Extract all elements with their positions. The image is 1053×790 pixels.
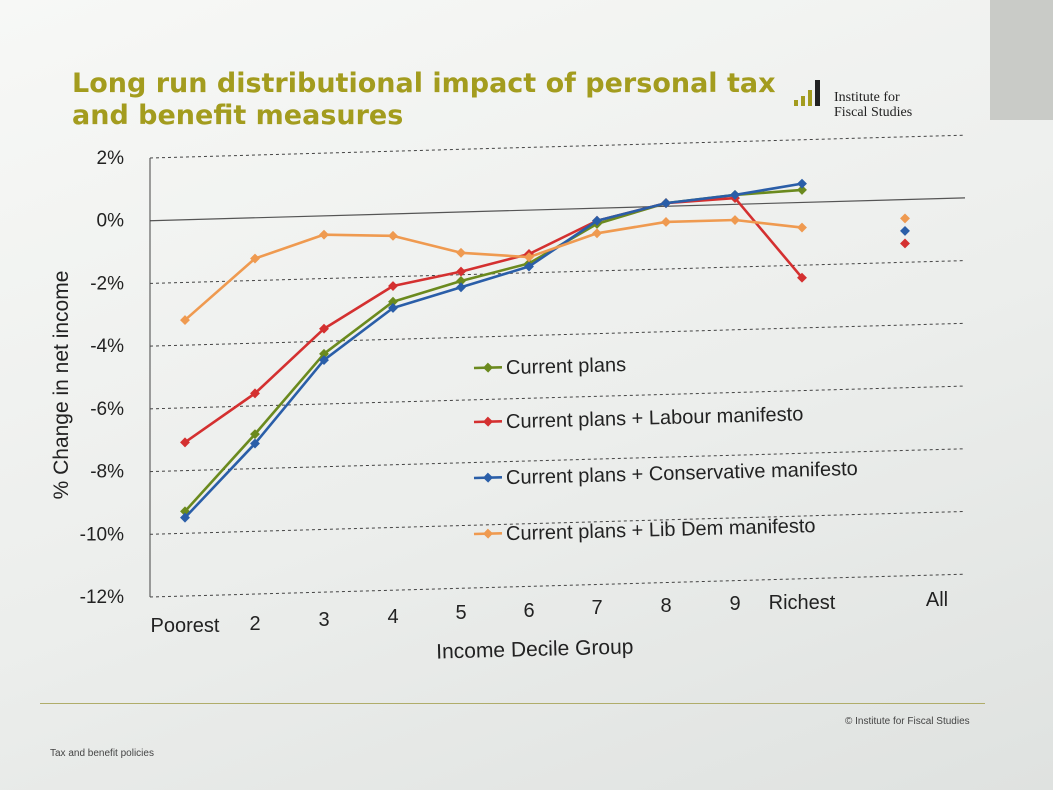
data-point-marker	[592, 228, 602, 239]
copyright-text: © Institute for Fiscal Studies	[845, 716, 970, 727]
all-group-marker	[900, 225, 910, 236]
data-point-marker	[661, 216, 671, 227]
y-tick-label: 0%	[97, 211, 125, 232]
series-line	[184, 196, 803, 444]
legend-swatch-marker	[483, 528, 493, 539]
all-group-marker	[900, 213, 910, 224]
data-point-marker	[319, 355, 329, 366]
all-group-marker	[900, 238, 910, 249]
x-tick-label: All	[926, 589, 948, 611]
x-tick-label: 6	[523, 600, 534, 622]
data-point-marker	[319, 229, 329, 240]
data-point-marker	[524, 252, 534, 263]
y-tick-label: -12%	[80, 587, 124, 608]
data-point-marker	[730, 189, 740, 200]
y-tick-label: -8%	[90, 462, 124, 483]
gridline	[149, 510, 966, 535]
legend-label: Current plans + Conservative manifesto	[506, 458, 858, 489]
x-tick-label: 3	[318, 609, 329, 631]
data-point-marker	[730, 215, 740, 225]
data-point-marker	[797, 178, 807, 189]
ifs-logo: Institute for Fiscal Studies	[792, 74, 952, 124]
x-tick-label: 2	[249, 613, 260, 635]
data-point-marker	[180, 512, 190, 523]
logo-bars-icon	[794, 80, 820, 106]
series-line	[184, 182, 803, 519]
data-point-marker	[180, 437, 190, 448]
x-tick-label: 7	[591, 597, 602, 619]
data-point-marker	[592, 215, 602, 226]
data-point-marker	[456, 266, 466, 277]
data-point-marker	[797, 184, 807, 195]
legend-entry: Current plans + Lib Dem manifesto	[473, 515, 816, 545]
y-tick-label: -4%	[90, 336, 124, 357]
x-tick-label: Richest	[769, 592, 836, 614]
y-tick-label: -10%	[80, 524, 124, 545]
legend-entry: Current plans	[473, 354, 627, 379]
background-paper	[990, 0, 1053, 120]
data-point-marker	[250, 438, 260, 449]
legend-entry: Current plans + Conservative manifesto	[473, 458, 858, 489]
zero-axis-line	[149, 197, 966, 222]
x-tick-label: Poorest	[151, 615, 220, 637]
logo-text: Institute for Fiscal Studies	[834, 90, 954, 120]
y-tick-label: 2%	[97, 148, 125, 169]
x-tick-label: 5	[455, 602, 466, 624]
data-point-marker	[797, 222, 807, 233]
data-point-marker	[456, 276, 466, 286]
data-point-marker	[388, 281, 398, 291]
gridline	[149, 385, 966, 410]
legend-swatch-marker	[483, 362, 493, 373]
logo-text-line2: Fiscal Studies	[834, 105, 913, 120]
y-tick-label: -6%	[90, 399, 124, 420]
series-line	[184, 218, 803, 322]
data-point-marker	[180, 315, 190, 326]
y-axis-title: % Change in net income	[50, 271, 73, 500]
footer-divider	[40, 703, 985, 704]
logo-text-line1: Institute for	[834, 90, 900, 105]
legend-swatch-marker	[483, 472, 493, 483]
legend-label: Current plans + Labour manifesto	[506, 403, 804, 433]
data-point-marker	[250, 388, 260, 399]
x-tick-label: 8	[660, 595, 671, 617]
y-tick-label: -2%	[90, 273, 124, 294]
gridline	[149, 573, 966, 598]
gridline	[149, 134, 966, 159]
data-point-marker	[250, 429, 260, 440]
data-point-marker	[797, 272, 807, 283]
legend-entry: Current plans + Labour manifesto	[473, 403, 804, 433]
legend-swatch-marker	[483, 416, 493, 427]
data-point-marker	[388, 230, 398, 241]
x-tick-label: 4	[387, 606, 398, 628]
gridline	[149, 260, 966, 284]
footer-section-label: Tax and benefit policies	[50, 748, 154, 759]
data-point-marker	[319, 323, 329, 334]
legend-label: Current plans + Lib Dem manifesto	[506, 515, 816, 545]
data-point-marker	[388, 296, 398, 307]
data-point-marker	[661, 198, 671, 209]
x-tick-label: 9	[729, 593, 740, 615]
data-point-marker	[456, 247, 466, 258]
gridline	[149, 322, 966, 347]
data-point-marker	[456, 282, 466, 293]
chart-title: Long run distributional impact of person…	[72, 68, 776, 131]
data-point-marker	[524, 261, 534, 272]
legend-label: Current plans	[506, 354, 627, 379]
x-axis-title: Income Decile Group	[436, 635, 634, 663]
gridline	[149, 448, 966, 473]
data-point-marker	[319, 348, 329, 359]
data-point-marker	[388, 303, 398, 313]
